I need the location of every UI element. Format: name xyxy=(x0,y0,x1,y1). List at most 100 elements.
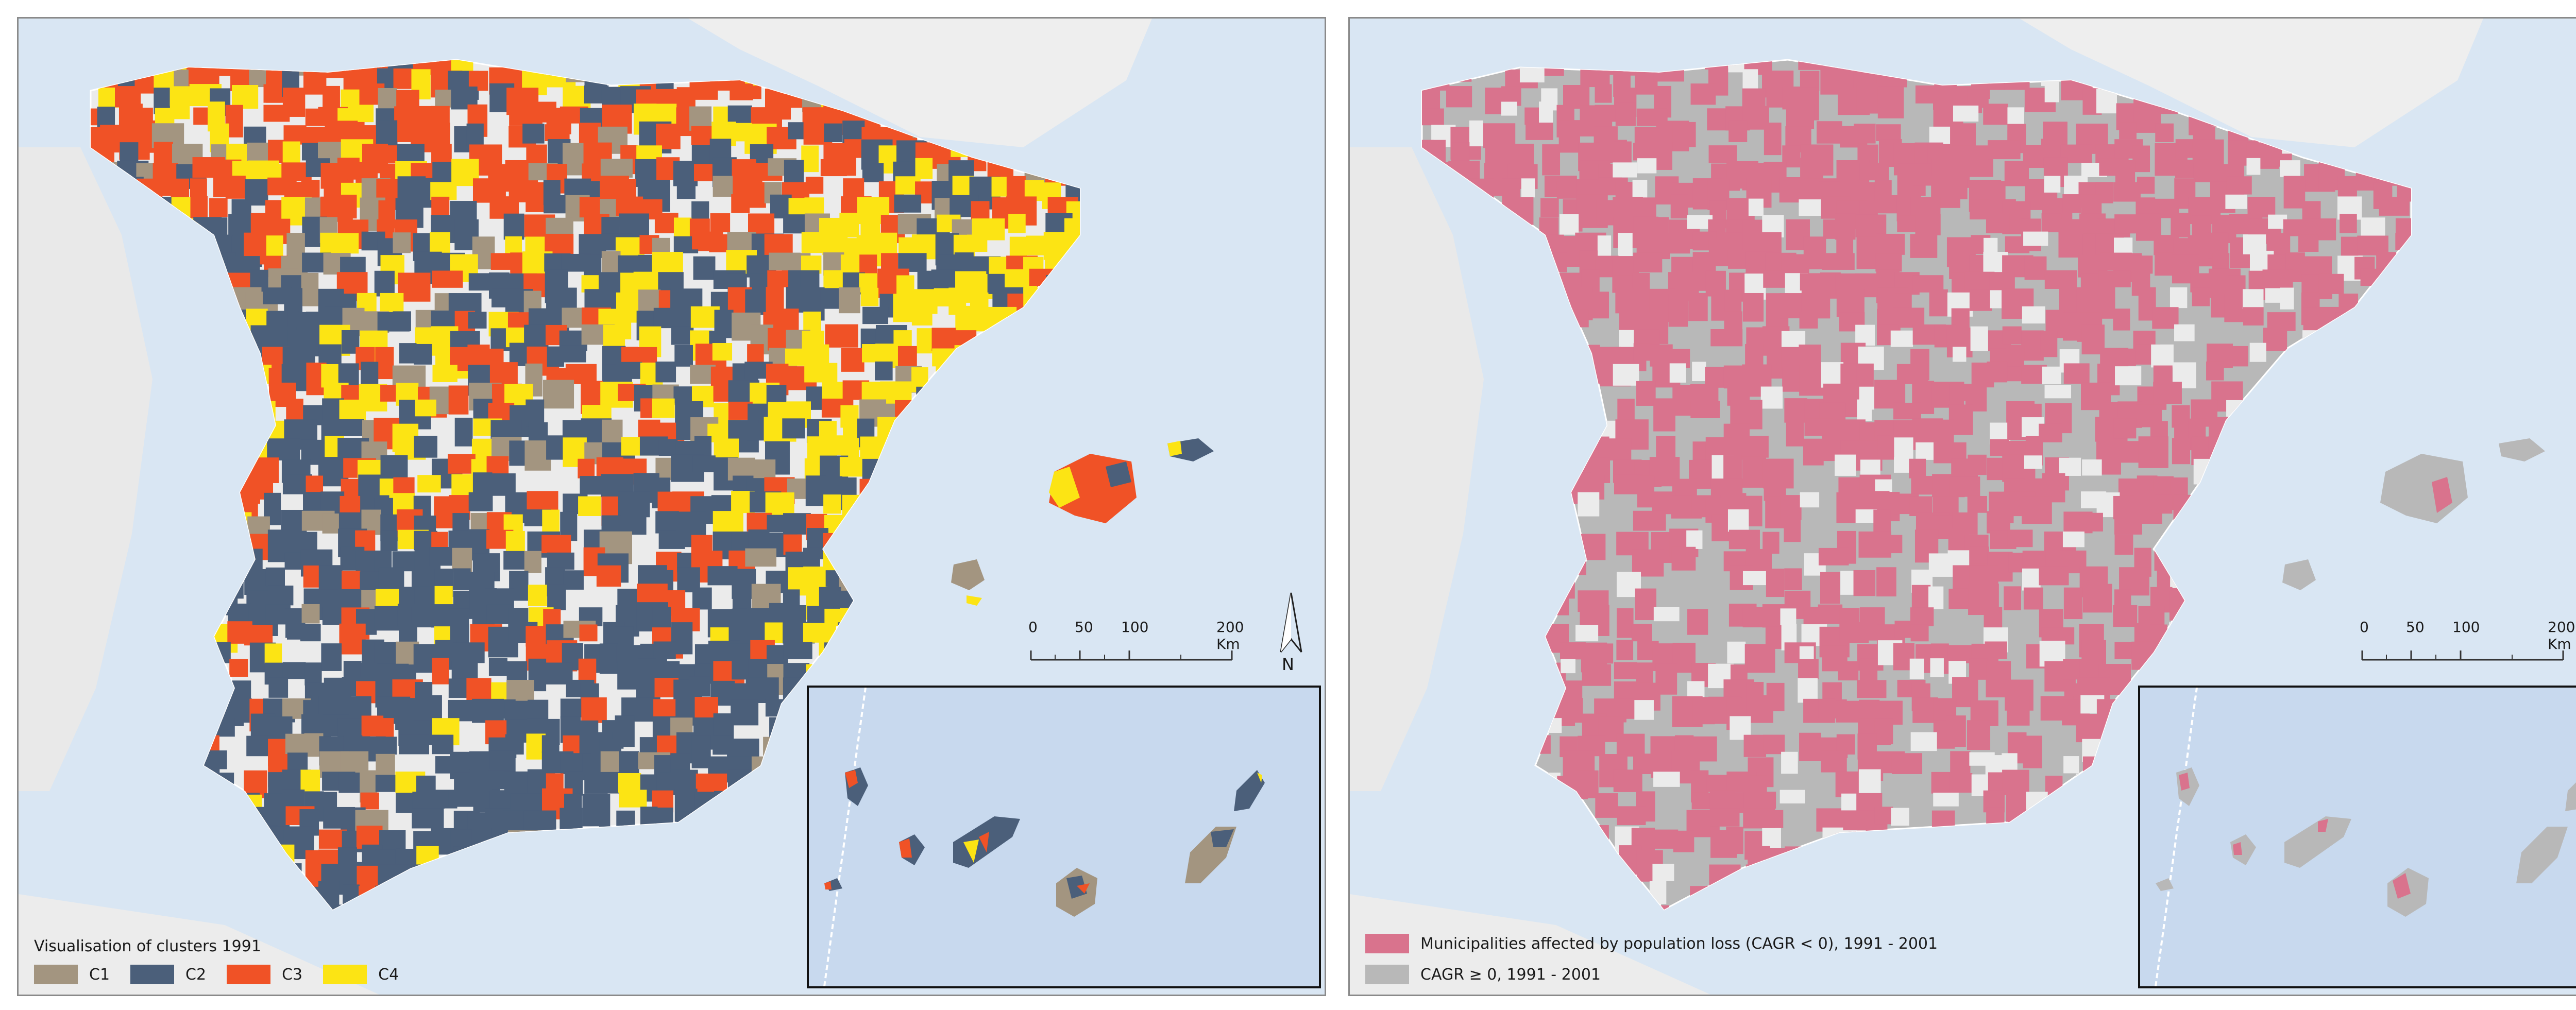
municipality-cell xyxy=(2155,494,2173,514)
municipality-cell xyxy=(263,84,281,103)
municipality-cell xyxy=(1877,86,1904,118)
municipality-cell xyxy=(2021,330,2044,361)
municipality-cell xyxy=(751,459,776,480)
municipality-cell xyxy=(318,565,343,591)
municipality-cell xyxy=(2098,270,2131,287)
municipality-cell xyxy=(265,567,285,587)
municipality-cell xyxy=(2243,307,2264,326)
municipality-cell xyxy=(412,808,444,829)
municipality-cell xyxy=(1854,124,1876,144)
municipality-cell xyxy=(765,104,782,124)
municipality-cell xyxy=(1910,732,1937,751)
municipality-cell xyxy=(343,661,362,679)
municipality-cell xyxy=(1744,644,1775,673)
municipality-cell xyxy=(730,83,753,100)
municipality-cell xyxy=(1761,810,1784,828)
municipality-cell xyxy=(693,256,716,280)
municipality-cell xyxy=(431,144,452,164)
legend-swatch-loss xyxy=(1365,934,1409,953)
municipality-cell xyxy=(582,794,611,827)
municipality-cell xyxy=(2115,366,2142,386)
municipality-cell xyxy=(1853,570,1876,596)
municipality-cell xyxy=(2023,587,2043,610)
municipality-cell xyxy=(1876,567,1896,597)
municipality-cell xyxy=(783,534,802,555)
municipality-cell xyxy=(2138,606,2165,626)
municipality-cell xyxy=(1686,530,1703,549)
municipality-cell xyxy=(783,642,812,659)
municipality-cell xyxy=(1616,608,1634,638)
municipality-cell xyxy=(2263,328,2287,351)
municipality-cell xyxy=(2171,213,2191,237)
municipality-cell xyxy=(541,535,571,554)
municipality-cell xyxy=(229,659,248,677)
municipality-cell xyxy=(1728,120,1748,142)
municipality-cell xyxy=(619,790,647,808)
municipality-cell xyxy=(209,198,228,217)
scale-bar: 0 50 100 200 Km xyxy=(2360,619,2576,686)
municipality-cell xyxy=(1728,529,1760,550)
municipality-cell xyxy=(1821,750,1847,773)
municipality-cell xyxy=(1653,607,1680,622)
legend-swatch-c4 xyxy=(323,965,367,984)
municipality-cell xyxy=(1635,588,1656,621)
municipality-cell xyxy=(1690,83,1716,105)
municipality-cell xyxy=(2192,287,2210,306)
municipality-cell xyxy=(541,735,560,753)
municipality-cell xyxy=(599,643,618,674)
municipality-cell xyxy=(1990,439,2009,456)
legend-label-c3: C3 xyxy=(282,965,303,984)
municipality-cell xyxy=(375,347,394,380)
municipality-cell xyxy=(429,547,455,566)
municipality-cell xyxy=(691,201,709,221)
municipality-cell xyxy=(2044,270,2077,289)
municipality-cell xyxy=(1891,808,1909,826)
municipality-cell xyxy=(1558,120,1580,153)
municipality-cell xyxy=(303,70,327,95)
municipality-cell xyxy=(1798,659,1819,679)
municipality-cell xyxy=(1633,289,1650,313)
municipality-cell xyxy=(2119,122,2137,140)
municipality-cell xyxy=(618,773,641,793)
canary-islands-inset xyxy=(807,686,1321,988)
municipality-cell xyxy=(414,344,432,365)
municipality-cell xyxy=(1615,288,1634,314)
municipality-cell xyxy=(1835,213,1856,240)
municipality-cell xyxy=(1637,475,1655,508)
municipality-cell xyxy=(301,604,320,624)
municipality-cell xyxy=(393,232,411,253)
municipality-cell xyxy=(1799,732,1821,761)
municipality-cell xyxy=(1687,609,1708,635)
municipality-cell xyxy=(2229,346,2248,367)
municipality-cell xyxy=(1946,715,1966,747)
legend-swatch-gain xyxy=(1365,965,1409,984)
legend-swatch-c3 xyxy=(227,965,271,984)
municipality-cell xyxy=(2318,273,2344,294)
municipality-cell xyxy=(581,697,607,723)
municipality-cell xyxy=(1891,753,1923,774)
municipality-cell xyxy=(600,159,633,178)
municipality-cell xyxy=(2063,363,2090,384)
municipality-cell xyxy=(490,420,522,440)
municipality-cell xyxy=(1780,608,1797,625)
municipality-cell xyxy=(653,307,672,329)
municipality-cell xyxy=(2114,513,2142,535)
municipality-cell xyxy=(1637,158,1657,174)
municipality-cell xyxy=(2007,529,2033,547)
municipality-cell xyxy=(542,509,560,533)
municipality-cell xyxy=(209,750,227,769)
municipality-cell xyxy=(691,735,711,768)
municipality-cell xyxy=(231,85,259,109)
municipality-cell xyxy=(747,182,766,208)
municipality-cell xyxy=(1800,158,1823,180)
municipality-cell xyxy=(788,122,805,140)
municipality-cell xyxy=(2044,85,2059,102)
municipality-cell xyxy=(2113,605,2138,627)
municipality-cell xyxy=(1822,253,1855,270)
municipality-cell xyxy=(1781,751,1798,774)
municipality-cell xyxy=(1969,658,1988,680)
municipality-cell xyxy=(1949,773,1973,793)
municipality-cell xyxy=(2007,696,2030,726)
municipality-cell xyxy=(417,475,441,493)
municipality-cell xyxy=(282,141,300,167)
